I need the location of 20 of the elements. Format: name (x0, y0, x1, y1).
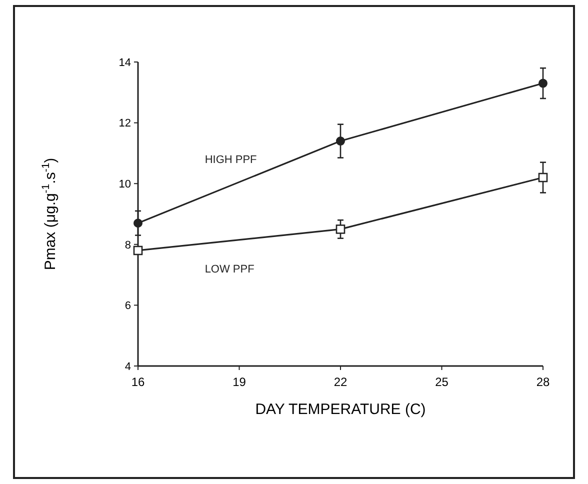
point (336, 224, 346, 234)
x-tick-label: 28 (536, 375, 550, 389)
x-tick-label: 22 (334, 375, 348, 389)
point (133, 246, 143, 256)
series-label: LOW PPF (204, 263, 255, 276)
y-tick-label: 8 (124, 239, 131, 252)
y-tick-label: 4 (124, 360, 131, 373)
x-tick-label: 19 (232, 375, 246, 389)
point (134, 218, 142, 228)
y-tick-label: 6 (124, 300, 131, 312)
x-tick-label: 25 (435, 375, 449, 389)
y-tick-label: 14 (118, 56, 131, 69)
x-tick-label: 16 (131, 375, 145, 389)
y-tick-label: 10 (118, 178, 131, 190)
x-axis-title: DAY TEMPERATURE (C) (255, 401, 426, 418)
series-label: HIGH PPF (204, 154, 258, 166)
point (538, 78, 548, 88)
y-tick-label: 12 (118, 118, 131, 130)
point (336, 136, 345, 146)
point (538, 172, 548, 182)
